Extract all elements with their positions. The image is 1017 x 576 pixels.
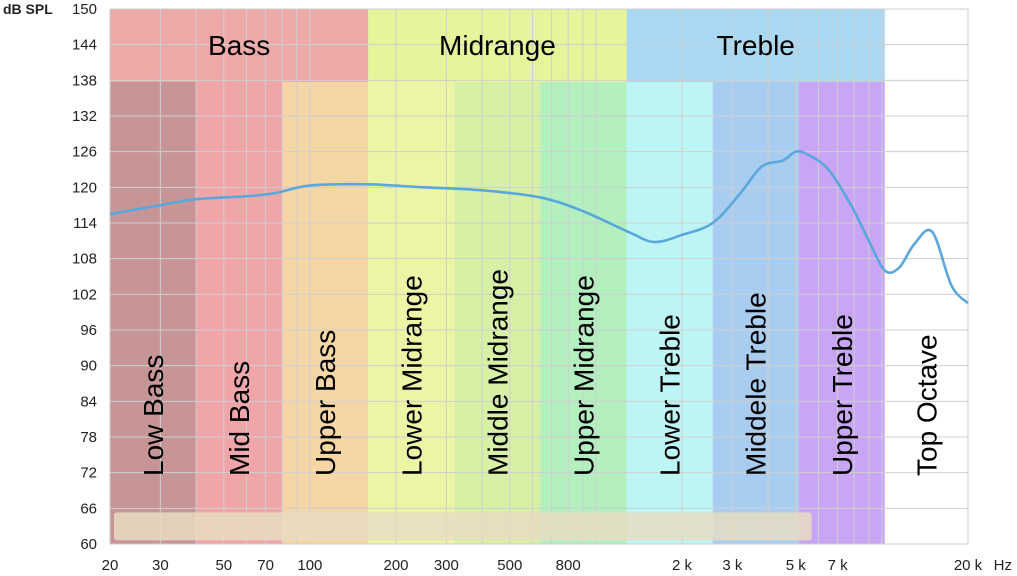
y-tick-label: 120 xyxy=(72,179,97,196)
group-label-bass: Bass xyxy=(208,30,270,61)
x-tick-label: 50 xyxy=(215,557,232,574)
y-tick-label: 108 xyxy=(72,251,97,268)
y-tick-label: 138 xyxy=(72,72,97,89)
y-tick-label: 132 xyxy=(72,108,97,125)
y-tick-label: 78 xyxy=(80,429,97,446)
series-line-0 xyxy=(109,149,969,305)
x-unit-label: Hz xyxy=(994,557,1012,574)
x-tick-label: 7 k xyxy=(828,557,849,574)
y-tick-label: 96 xyxy=(80,322,97,339)
x-tick-label: 2 k xyxy=(672,557,693,574)
grid-layer xyxy=(109,8,969,545)
y-tick-label: 102 xyxy=(72,286,97,303)
band-label-lower-midrange: Lower Midrange xyxy=(396,275,427,476)
band-mid-bass xyxy=(196,82,283,544)
band-lower-treble xyxy=(626,82,713,544)
band-low-bass xyxy=(110,82,197,544)
y-tick-label: 72 xyxy=(80,465,97,482)
x-tick-label: 20 xyxy=(102,557,119,574)
y-tick-label: 66 xyxy=(80,500,97,517)
x-tick-label: 500 xyxy=(497,557,522,574)
group-label-midrange: Midrange xyxy=(439,30,556,61)
group-band-treble xyxy=(626,9,885,82)
x-tick-label: 3 k xyxy=(722,557,743,574)
x-tick-label: 70 xyxy=(257,557,274,574)
x-tick-label: 800 xyxy=(556,557,581,574)
y-unit-label: dB SPL xyxy=(3,1,53,17)
band-label-upper-treble: Upper Treble xyxy=(827,314,858,476)
group-labels-layer: Bass Midrange Treble xyxy=(208,30,795,61)
band-top-octave xyxy=(884,82,968,544)
y-tick-label: 90 xyxy=(80,358,97,375)
band-label-upper-bass: Upper Bass xyxy=(310,330,341,476)
y-tick-label: 144 xyxy=(72,37,97,54)
band-label-low-bass: Low Bass xyxy=(138,355,169,476)
y-tick-label: 60 xyxy=(80,536,97,553)
x-tick-label: 5 k xyxy=(786,557,807,574)
band-upper-midrange xyxy=(540,82,627,544)
band-label-lower-treble: Lower Treble xyxy=(655,314,686,476)
group-label-treble: Treble xyxy=(717,30,795,61)
band-middle-midrange xyxy=(454,82,541,544)
band-labels-layer: Low Bass Mid Bass Upper Bass Lower Midrange… xyxy=(138,269,942,476)
x-tick-label: 20 k xyxy=(954,557,983,574)
band-label-mid-bass: Mid Bass xyxy=(224,361,255,476)
bottom-stripe xyxy=(114,512,812,541)
x-tick-label: 300 xyxy=(434,557,459,574)
band-label-middele-treble: Middele Treble xyxy=(741,292,772,476)
band-label-top-octave: Top Octave xyxy=(911,334,942,476)
band-lower-midrange xyxy=(368,82,455,544)
x-tick-label: 200 xyxy=(383,557,408,574)
y-tick-label: 126 xyxy=(72,144,97,161)
y-tick-label: 150 xyxy=(72,1,97,18)
axes-layer: 60 66 72 78 84 90 96 102 108 114 120 126 132 138 144 15… xyxy=(3,1,1012,574)
band-label-upper-midrange: Upper Midrange xyxy=(569,275,600,476)
y-tick-label: 114 xyxy=(73,215,97,232)
band-label-middle-midrange: Middle Midrange xyxy=(482,269,513,476)
x-tick-label: 100 xyxy=(297,557,322,574)
group-band-bass xyxy=(110,9,369,82)
group-band-midrange xyxy=(368,9,627,82)
series-layer xyxy=(109,149,969,305)
y-tick-label: 84 xyxy=(80,393,97,410)
x-tick-label: 30 xyxy=(152,557,169,574)
sub-bands-layer xyxy=(110,82,968,544)
